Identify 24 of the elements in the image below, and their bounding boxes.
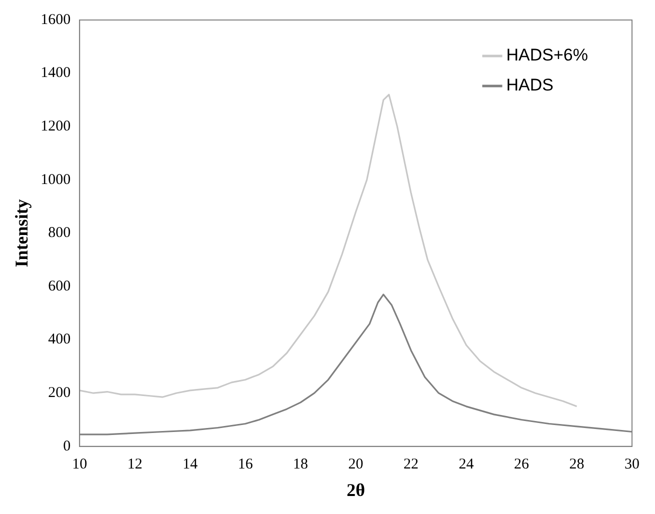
x-tick-label: 16 xyxy=(238,456,254,472)
x-tick-label: 24 xyxy=(458,456,474,472)
y-tick-label: 1200 xyxy=(40,118,71,135)
x-axis-title: 2θ xyxy=(346,480,366,500)
x-tick-label: 10 xyxy=(72,456,88,472)
y-tick-label: 1600 xyxy=(40,12,71,28)
x-tick-label: 28 xyxy=(569,456,584,472)
x-tick-label: 26 xyxy=(514,456,530,472)
x-tick-label: 12 xyxy=(127,456,142,472)
y-axis-title: Intensity xyxy=(11,199,32,268)
legend-label: HADS+6% xyxy=(506,46,588,65)
x-tick-label: 18 xyxy=(293,456,308,472)
y-tick-label: 200 xyxy=(48,385,71,402)
x-tick-label: 20 xyxy=(348,456,364,472)
y-tick-label: 1000 xyxy=(40,172,71,188)
x-tick-label: 30 xyxy=(624,456,640,472)
y-tick-label: 600 xyxy=(48,278,71,294)
y-tick-label: 800 xyxy=(48,225,71,242)
y-tick-label: 400 xyxy=(48,332,71,348)
legend-label: HADS xyxy=(506,76,554,95)
x-tick-label: 22 xyxy=(404,456,419,472)
x-tick-label: 14 xyxy=(182,456,198,472)
y-tick-label: 1400 xyxy=(40,65,71,82)
y-tick-label: 0 xyxy=(63,438,71,454)
